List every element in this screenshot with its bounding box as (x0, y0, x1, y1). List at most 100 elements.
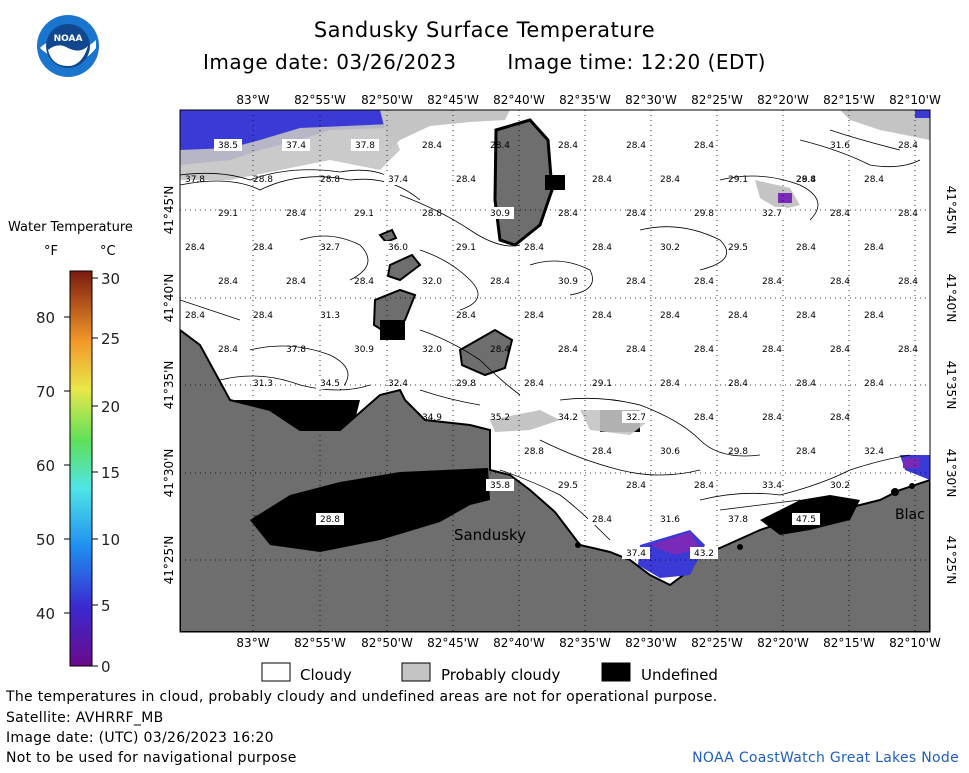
temp-label: 35.8 (490, 481, 510, 491)
temp-label: 28.4 (592, 447, 612, 457)
unit-fahrenheit: °F (44, 244, 58, 259)
satellite-text: Satellite: AVHRRF_MB (6, 710, 164, 726)
temp-label-bg (758, 207, 786, 219)
temp-label: 28.4 (864, 175, 884, 185)
temp-label: 28.4 (490, 345, 510, 355)
lon-label-top: 82°15'W (823, 93, 875, 107)
lon-label-top: 82°40'W (493, 93, 545, 107)
f-tick: 60 (36, 457, 56, 475)
temp-label: 28.4 (830, 345, 850, 355)
temp-label-bg (486, 479, 514, 491)
undefined-area (380, 320, 405, 340)
temp-label: 30.2 (830, 481, 850, 491)
temp-label: 28.4 (422, 141, 442, 151)
colorbar-title: Water Temperature (8, 220, 133, 235)
image-datetime: Image date: 03/26/2023 Image time: 12:20… (0, 50, 969, 74)
temp-label-bg (588, 445, 616, 457)
temp-label-bg (690, 547, 718, 559)
temp-label: 29.8 (796, 175, 816, 185)
temp-label: 28.4 (524, 311, 544, 321)
temp-label: 28.8 (422, 209, 442, 219)
temp-label: 28.4 (694, 141, 714, 151)
temp-label: 37.8 (185, 175, 205, 185)
probably-cloudy-region (180, 124, 400, 180)
c-tick: 15 (101, 464, 121, 482)
warm-water-spot (778, 193, 792, 203)
temp-label: 28.4 (185, 311, 205, 321)
temp-label: 28.8 (524, 447, 544, 457)
lon-label-top: 82°10'W (889, 93, 941, 107)
temp-label: 37.8 (728, 515, 748, 525)
temp-label: 28.4 (796, 243, 816, 253)
temp-label: 28.4 (762, 345, 782, 355)
cold-water-region (915, 110, 930, 118)
temp-label-bg (351, 139, 379, 151)
lon-label-bottom: 82°30'W (625, 636, 677, 650)
temp-label: 28.4 (354, 277, 374, 287)
probably-cloudy-region (380, 110, 510, 150)
temp-label-bg (860, 377, 888, 389)
temp-label: 29.1 (456, 243, 476, 253)
temp-label: 28.4 (898, 345, 918, 355)
temp-label: 32.0 (422, 277, 442, 287)
temp-label: 28.4 (898, 277, 918, 287)
c-tick: 20 (101, 398, 121, 416)
temp-label: 28.4 (286, 277, 306, 287)
temp-label: 29.8 (456, 379, 476, 389)
lon-label-bottom: 82°35'W (559, 636, 611, 650)
temp-label: 28.4 (796, 447, 816, 457)
temp-label: 28.8 (320, 175, 340, 185)
temp-label-bg (282, 139, 310, 151)
lon-label-top: 82°20'W (757, 93, 809, 107)
legend-cloudy-label: Cloudy (300, 666, 352, 684)
temp-label: 28.4 (524, 243, 544, 253)
temp-label: 28.4 (660, 311, 680, 321)
lat-label-right: 41°30'N (944, 449, 958, 498)
lat-lon-grid (180, 110, 930, 632)
temp-label-bg (486, 207, 514, 219)
lon-label-top: 82°55'W (294, 93, 346, 107)
image-time: Image time: 12:20 (EDT) (507, 50, 766, 74)
credit-text: NOAA CoastWatch Great Lakes Node (692, 750, 959, 766)
temp-label: 28.4 (830, 209, 850, 219)
temp-label-bg (350, 207, 378, 219)
temp-label: 28.4 (694, 413, 714, 423)
temp-label: 28.4 (864, 311, 884, 321)
temp-label: 28.4 (218, 277, 238, 287)
temp-label: 37.8 (355, 141, 375, 151)
temp-label: 28.8 (320, 515, 340, 525)
temp-label: 28.4 (626, 481, 646, 491)
temp-label: 28.4 (524, 379, 544, 389)
temp-label-bg (384, 241, 412, 253)
temp-label: 34.5 (320, 379, 340, 389)
temp-label: 28.4 (864, 379, 884, 389)
lat-label-right: 41°40'N (944, 274, 958, 323)
temp-label: 28.4 (253, 515, 273, 525)
lon-label-bottom: 82°45'W (427, 636, 479, 650)
temp-label: 28.4 (592, 311, 612, 321)
temp-label: 31.6 (660, 515, 680, 525)
temp-label: 29.1 (354, 209, 374, 219)
temp-label: 28.4 (694, 481, 714, 491)
lon-label-top: 82°45'W (427, 93, 479, 107)
temp-label: 28.4 (728, 379, 748, 389)
map-frame (179, 109, 931, 633)
f-tick: 80 (36, 309, 56, 327)
latitude-labels-right: 41°45'N 41°40'N 41°35'N 41°30'N 41°25'N (944, 186, 958, 585)
temp-label: 32.7 (762, 209, 782, 219)
navigation-warning: Not to be used for navigational purpose (6, 750, 297, 766)
temp-label: 28.4 (456, 311, 476, 321)
temp-label: 28.4 (830, 277, 850, 287)
temp-label: 28.4 (286, 413, 306, 423)
c-tick: 5 (101, 597, 111, 615)
temp-label: 28.4 (253, 311, 273, 321)
temp-label: 32.7 (320, 243, 340, 253)
temp-label-bg (622, 411, 650, 423)
temp-label-bg (554, 479, 582, 491)
c-tick: 30 (101, 270, 121, 288)
temp-label: 28.4 (626, 209, 646, 219)
temp-label: 29.8 (694, 209, 714, 219)
shoreline-points (575, 483, 915, 550)
legend-undefined-label: Undefined (641, 666, 718, 684)
temp-label: 30.9 (490, 209, 510, 219)
